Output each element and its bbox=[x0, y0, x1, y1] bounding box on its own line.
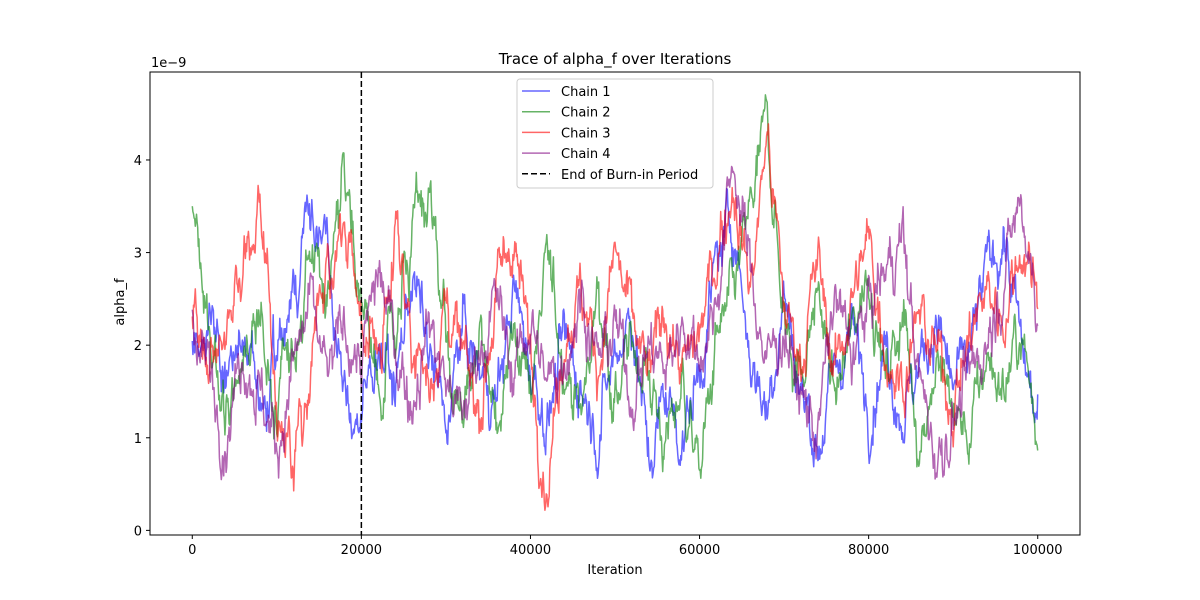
y-axis-label: alpha_f bbox=[113, 278, 128, 326]
axes: 0 20000 40000 60000 80000 100000 0 1 2 3 4 bbox=[134, 71, 1081, 558]
x-tick-label: 20000 bbox=[341, 543, 382, 558]
chart-title: Trace of alpha_f over Iterations bbox=[498, 50, 732, 69]
x-tick-label: 60000 bbox=[679, 543, 720, 558]
y-tick-label: 2 bbox=[134, 339, 142, 354]
legend-label: Chain 1 bbox=[561, 85, 611, 100]
legend: Chain 1 Chain 2 Chain 3 Chain 4 End of Burn-… bbox=[516, 78, 714, 189]
x-tick-label: 100000 bbox=[1013, 543, 1063, 558]
series-line-chain-2 bbox=[191, 94, 1039, 479]
legend-box bbox=[516, 78, 714, 189]
y-tick-label: 1 bbox=[134, 432, 142, 447]
axes-frame bbox=[149, 71, 1081, 536]
x-tick-label: 40000 bbox=[510, 543, 551, 558]
legend-label: Chain 4 bbox=[561, 147, 611, 162]
y-tick-label: 0 bbox=[134, 524, 142, 539]
x-tick-label: 0 bbox=[188, 543, 196, 558]
legend-label: Chain 2 bbox=[561, 106, 611, 121]
plot-area bbox=[191, 72, 1039, 535]
x-tick-label: 80000 bbox=[848, 543, 889, 558]
x-axis-label: Iteration bbox=[587, 563, 642, 578]
y-scale-offset-label: 1e−9 bbox=[151, 56, 186, 71]
y-tick-label: 4 bbox=[134, 154, 142, 169]
series-line-chain-3 bbox=[191, 123, 1039, 511]
legend-label: Chain 3 bbox=[561, 126, 611, 141]
series-line-chain-1 bbox=[191, 187, 1039, 480]
y-tick-label: 3 bbox=[134, 247, 142, 262]
series-line-chain-4 bbox=[191, 165, 1039, 481]
legend-label: End of Burn-in Period bbox=[561, 168, 698, 183]
